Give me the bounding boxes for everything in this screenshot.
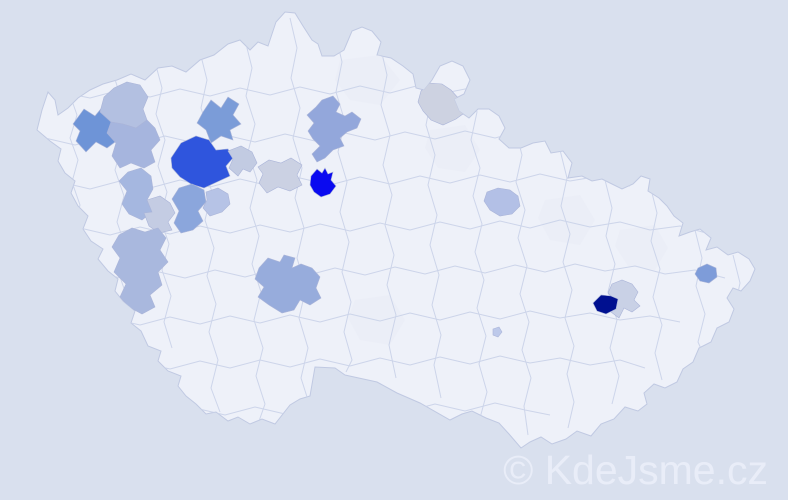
district-plzen-city[interactable] bbox=[171, 183, 207, 234]
land-shade bbox=[538, 195, 595, 245]
district-nw-lower[interactable] bbox=[106, 119, 161, 169]
district-capital-bright-blue[interactable] bbox=[309, 167, 337, 198]
district-plzen-south[interactable] bbox=[202, 187, 231, 217]
district-central-small-lavender[interactable] bbox=[227, 145, 258, 177]
district-brno-city-small[interactable] bbox=[492, 326, 503, 338]
district-northeast-of-capital[interactable] bbox=[306, 95, 362, 163]
district-south-central[interactable] bbox=[254, 254, 322, 314]
watermark-text: © KdeJsme.cz bbox=[503, 447, 768, 493]
land-shade bbox=[615, 225, 668, 270]
district-west-of-capital-grey[interactable] bbox=[257, 157, 303, 194]
district-north-central-star[interactable] bbox=[196, 96, 242, 144]
district-southwest-large[interactable] bbox=[111, 227, 169, 315]
land-shade bbox=[425, 125, 480, 172]
highlighted-districts bbox=[72, 81, 718, 338]
district-plzen-west[interactable] bbox=[143, 195, 176, 234]
district-northeast-silesia[interactable] bbox=[694, 263, 718, 284]
district-east-bohemia[interactable] bbox=[483, 187, 521, 217]
land-shade-patches bbox=[335, 55, 668, 345]
district-central-west-royal[interactable] bbox=[170, 135, 234, 189]
district-north-grey[interactable] bbox=[417, 82, 468, 126]
district-moravia-navy[interactable] bbox=[592, 294, 619, 315]
